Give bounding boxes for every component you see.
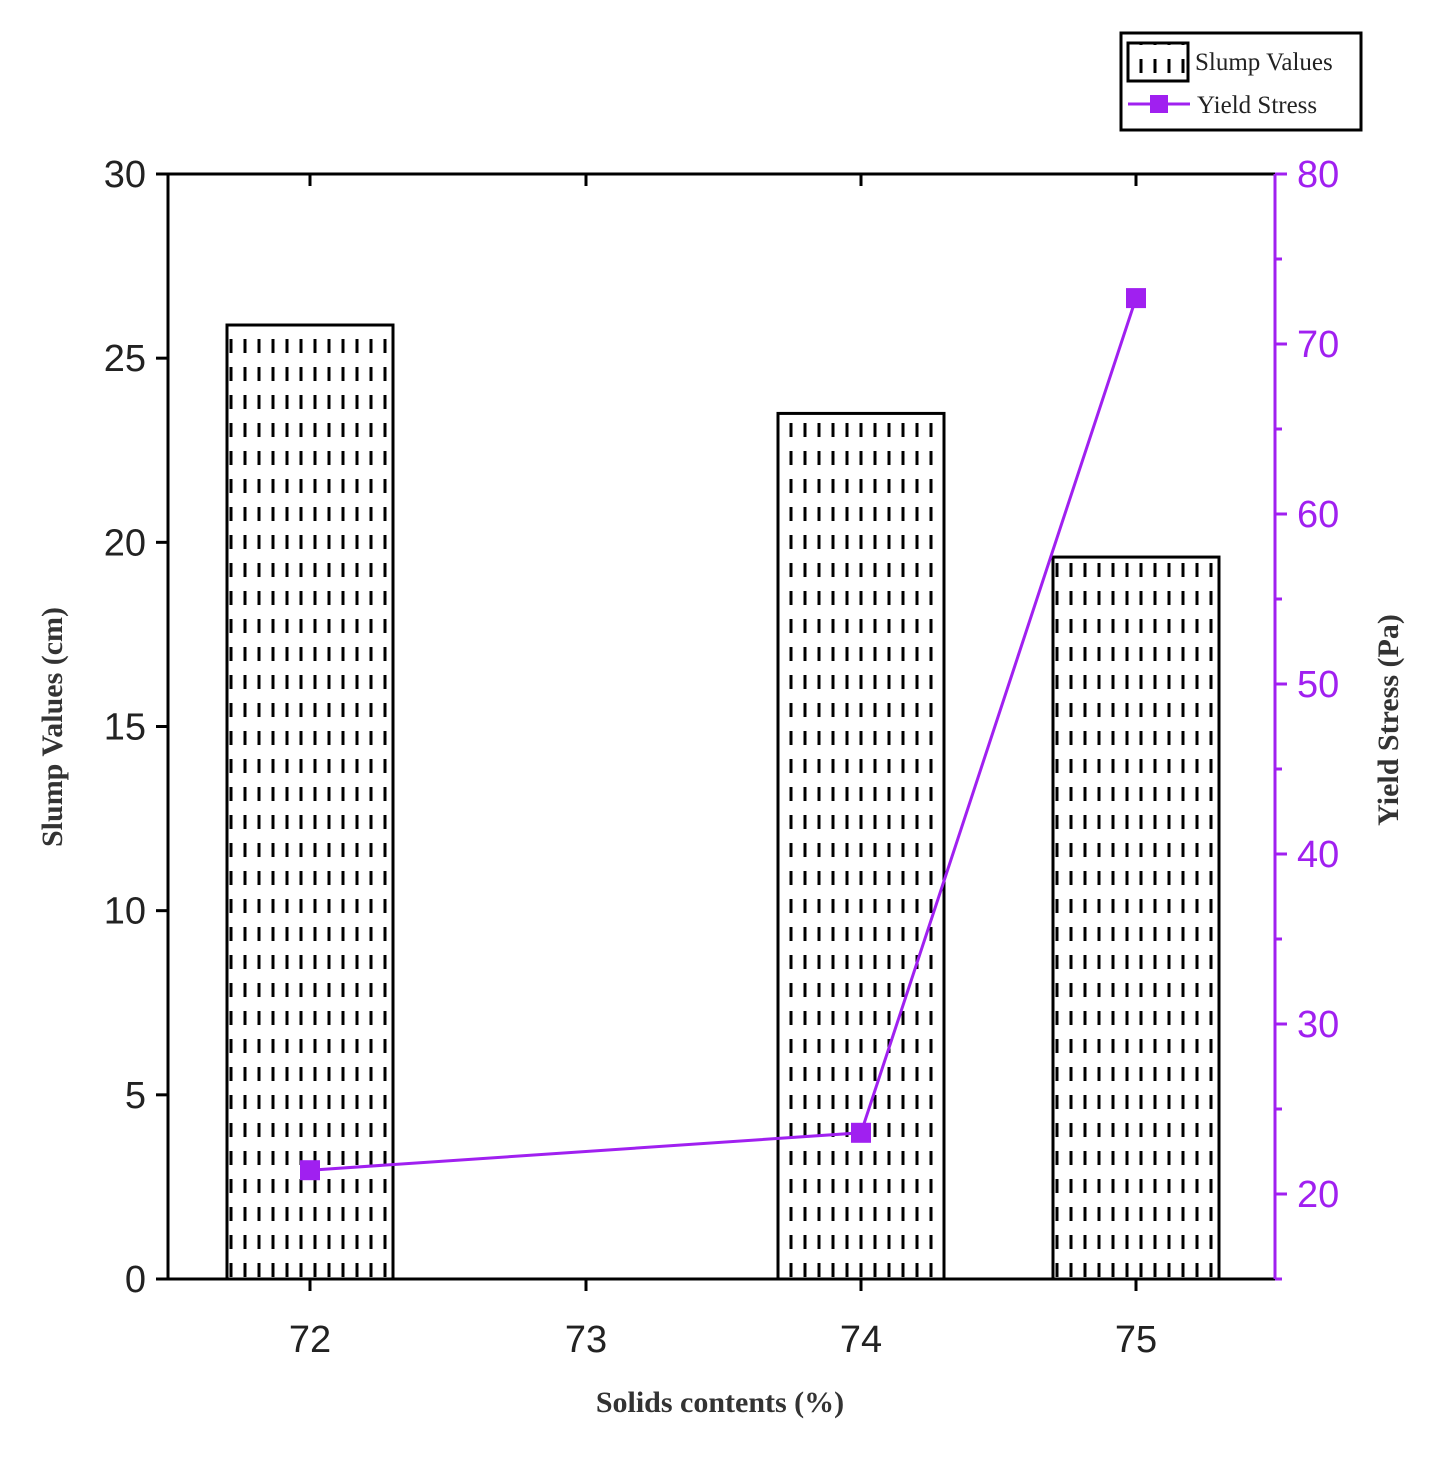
legend: Slump Values Yield Stress (1119, 31, 1363, 132)
x-tick-label: 72 (289, 1319, 331, 1361)
bar-74 (776, 411, 946, 1281)
legend-marker-yield-stress (1150, 95, 1168, 113)
legend-label-slump-values: Slump Values (1195, 49, 1333, 76)
yield-stress-line (309, 297, 1138, 1172)
right-tick-label: 30 (1297, 1004, 1339, 1046)
line-series-yield-stress (300, 288, 1146, 1181)
left-tick-label: 15 (104, 707, 146, 749)
y2-axis-title: Yield Stress (Pa) (1372, 614, 1405, 826)
y-axis-title: Slump Values (cm) (36, 607, 69, 847)
legend-swatch-slump-values (1126, 41, 1190, 83)
right-tick-label: 50 (1297, 664, 1339, 706)
bar-series-slump-values (225, 323, 1221, 1281)
bar-72 (225, 323, 395, 1281)
left-tick-label: 0 (125, 1259, 146, 1301)
x-tick-label: 74 (840, 1319, 882, 1361)
bar-75 (1051, 555, 1221, 1281)
left-tick-label: 10 (104, 891, 146, 933)
x-tick-label: 75 (1115, 1319, 1157, 1361)
left-tick-label: 25 (104, 338, 146, 380)
left-tick-label: 5 (125, 1075, 146, 1117)
left-y-axis: 0 5 10 15 20 25 30 (104, 154, 168, 1301)
right-tick-label: 20 (1297, 1174, 1339, 1216)
yield-stress-point-75 (1126, 288, 1146, 309)
yield-stress-point-74 (851, 1122, 871, 1143)
yield-stress-point-72 (300, 1160, 320, 1181)
left-tick-label: 30 (104, 154, 146, 196)
right-y-axis: 20 30 40 50 60 70 80 (1275, 154, 1339, 1281)
right-tick-label: 70 (1297, 324, 1339, 366)
x-axis-title: Solids contents (%) (596, 1386, 844, 1419)
legend-label-yield-stress: Yield Stress (1197, 92, 1317, 119)
x-axis: 72 73 74 75 (289, 174, 1157, 1361)
right-tick-label: 40 (1297, 834, 1339, 876)
right-tick-label: 80 (1297, 154, 1339, 196)
left-tick-label: 20 (104, 522, 146, 564)
x-tick-label: 73 (565, 1319, 607, 1361)
right-tick-label: 60 (1297, 494, 1339, 536)
